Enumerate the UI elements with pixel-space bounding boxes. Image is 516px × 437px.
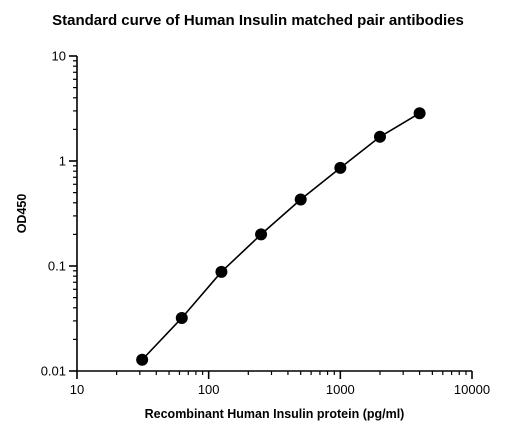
data-point: [215, 265, 228, 278]
data-point: [136, 353, 149, 366]
data-point: [175, 311, 188, 324]
data-point: [334, 161, 347, 174]
data-point: [294, 193, 307, 206]
y-major-ticks: [69, 55, 77, 372]
x-tick-label: 10000: [454, 382, 490, 397]
data-point: [255, 228, 268, 241]
x-major-ticks: [76, 371, 473, 379]
y-tick-label: 10: [52, 49, 66, 64]
x-tick-label: 10: [70, 382, 84, 397]
y-tick-labels: 0.01 0.1 1 10: [41, 49, 66, 379]
y-tick-label: 0.1: [48, 259, 66, 274]
x-axis-title: Recombinant Human Insulin protein (pg/ml…: [145, 407, 405, 421]
chart-title: Standard curve of Human Insulin matched …: [52, 12, 464, 29]
y-tick-label: 1: [59, 154, 66, 169]
y-axis-title: OD450: [15, 194, 29, 234]
y-tick-label: 0.01: [41, 364, 66, 379]
x-tick-label: 100: [198, 382, 220, 397]
x-tick-labels: 10 100 1000 10000: [70, 382, 490, 397]
series-layer: [136, 107, 426, 366]
data-point: [373, 130, 386, 143]
series-line: [141, 112, 421, 361]
data-point: [413, 107, 426, 120]
x-tick-label: 1000: [326, 382, 355, 397]
